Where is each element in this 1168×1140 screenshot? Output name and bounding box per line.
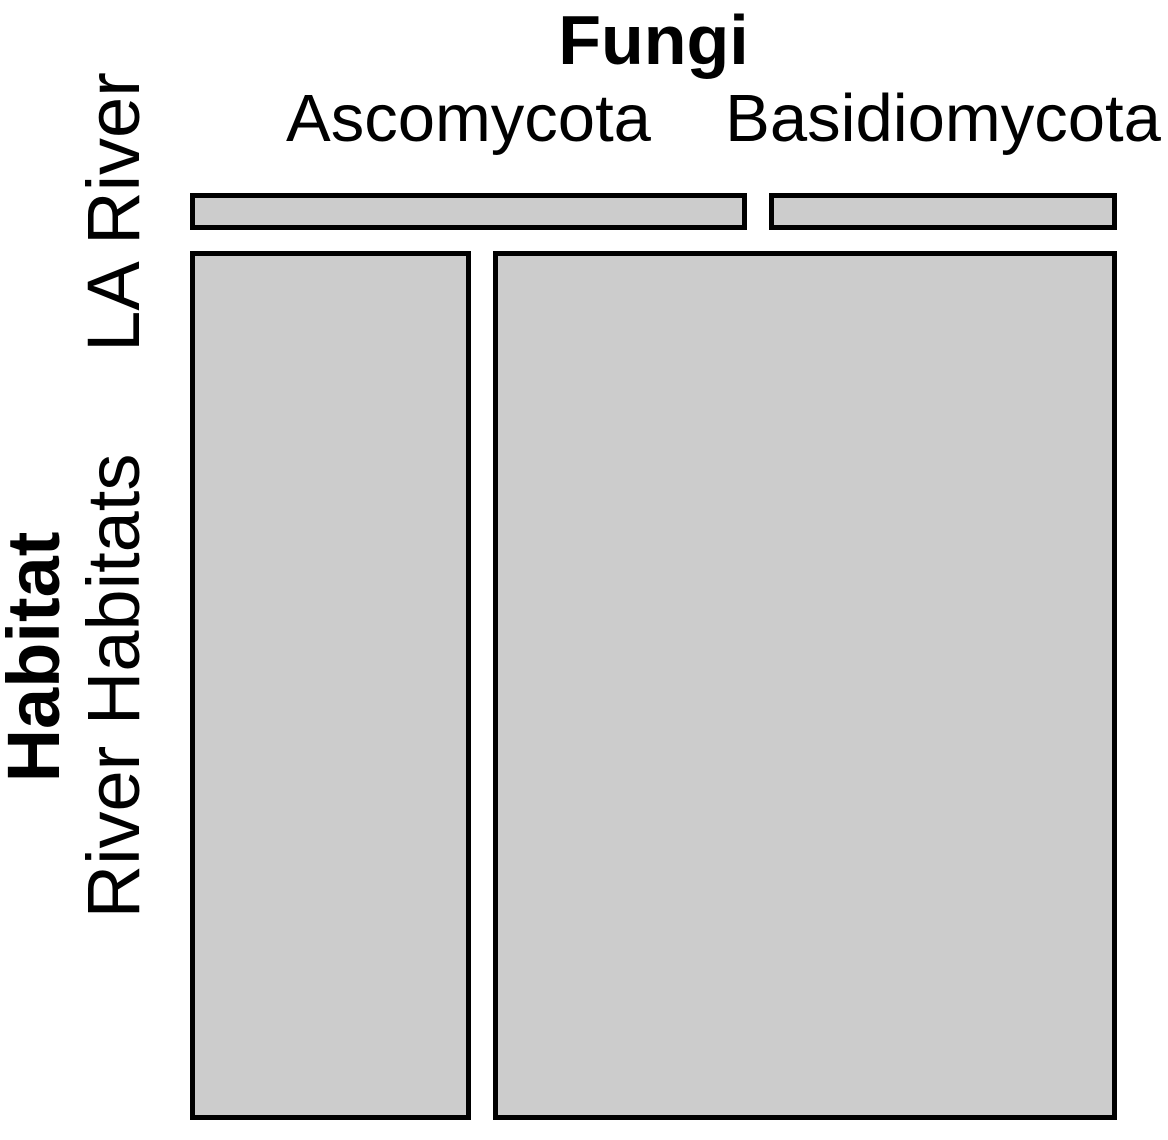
- y-axis-title: Habitat: [0, 531, 75, 782]
- mosaic-cell-river-habitats-ascomycota: [190, 251, 471, 1120]
- row-label-river-habitats: River Habitats: [72, 453, 155, 918]
- column-label-basidiomycota: Basidiomycota: [725, 81, 1161, 156]
- chart-title: Fungi: [558, 1, 749, 79]
- mosaic-cell-river-habitats-basidiomycota: [493, 251, 1117, 1120]
- column-label-ascomycota: Ascomycota: [286, 81, 651, 156]
- mosaic-plot: [190, 193, 1117, 1120]
- mosaic-cell-la-river-basidiomycota: [769, 193, 1117, 230]
- mosaic-cell-la-river-ascomycota: [190, 193, 747, 230]
- row-label-la-river: LA River: [72, 71, 155, 352]
